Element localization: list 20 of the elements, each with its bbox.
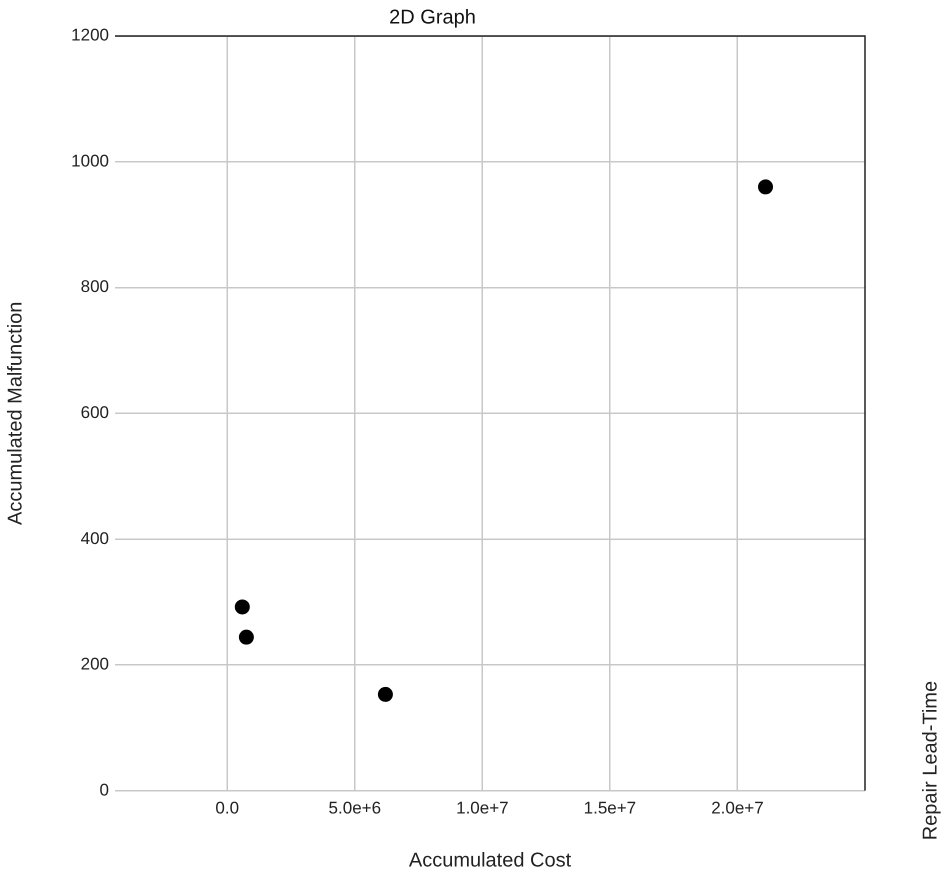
- y-tick-label: 1200: [71, 26, 109, 45]
- y-tick-label: 1000: [71, 151, 109, 170]
- chart-title: 2D Graph: [389, 6, 476, 29]
- point: [378, 686, 393, 702]
- y-tick-label: 600: [80, 402, 109, 422]
- y-axis-title: Accumulated Malfunction: [4, 302, 27, 526]
- x-tick-label: 1.0e+7: [456, 798, 509, 818]
- x-tick-label: 1.5e+7: [584, 798, 636, 818]
- y2-axis-title: Repair Lead-Time: [920, 680, 942, 840]
- x-tick-label: 0.0: [215, 798, 240, 818]
- y-tick-label: 200: [80, 654, 109, 674]
- point: [238, 630, 254, 645]
- y-tick-label: 400: [80, 528, 109, 548]
- point: [758, 179, 774, 194]
- y-tick-label: 800: [80, 277, 109, 296]
- x-tick-label: 2.0e+7: [711, 798, 764, 818]
- y-tick-label: 0: [100, 780, 109, 800]
- x-axis-title: Accumulated Cost: [408, 850, 572, 872]
- x-tick-label: 5.0e+6: [328, 798, 382, 818]
- point: [234, 599, 250, 614]
